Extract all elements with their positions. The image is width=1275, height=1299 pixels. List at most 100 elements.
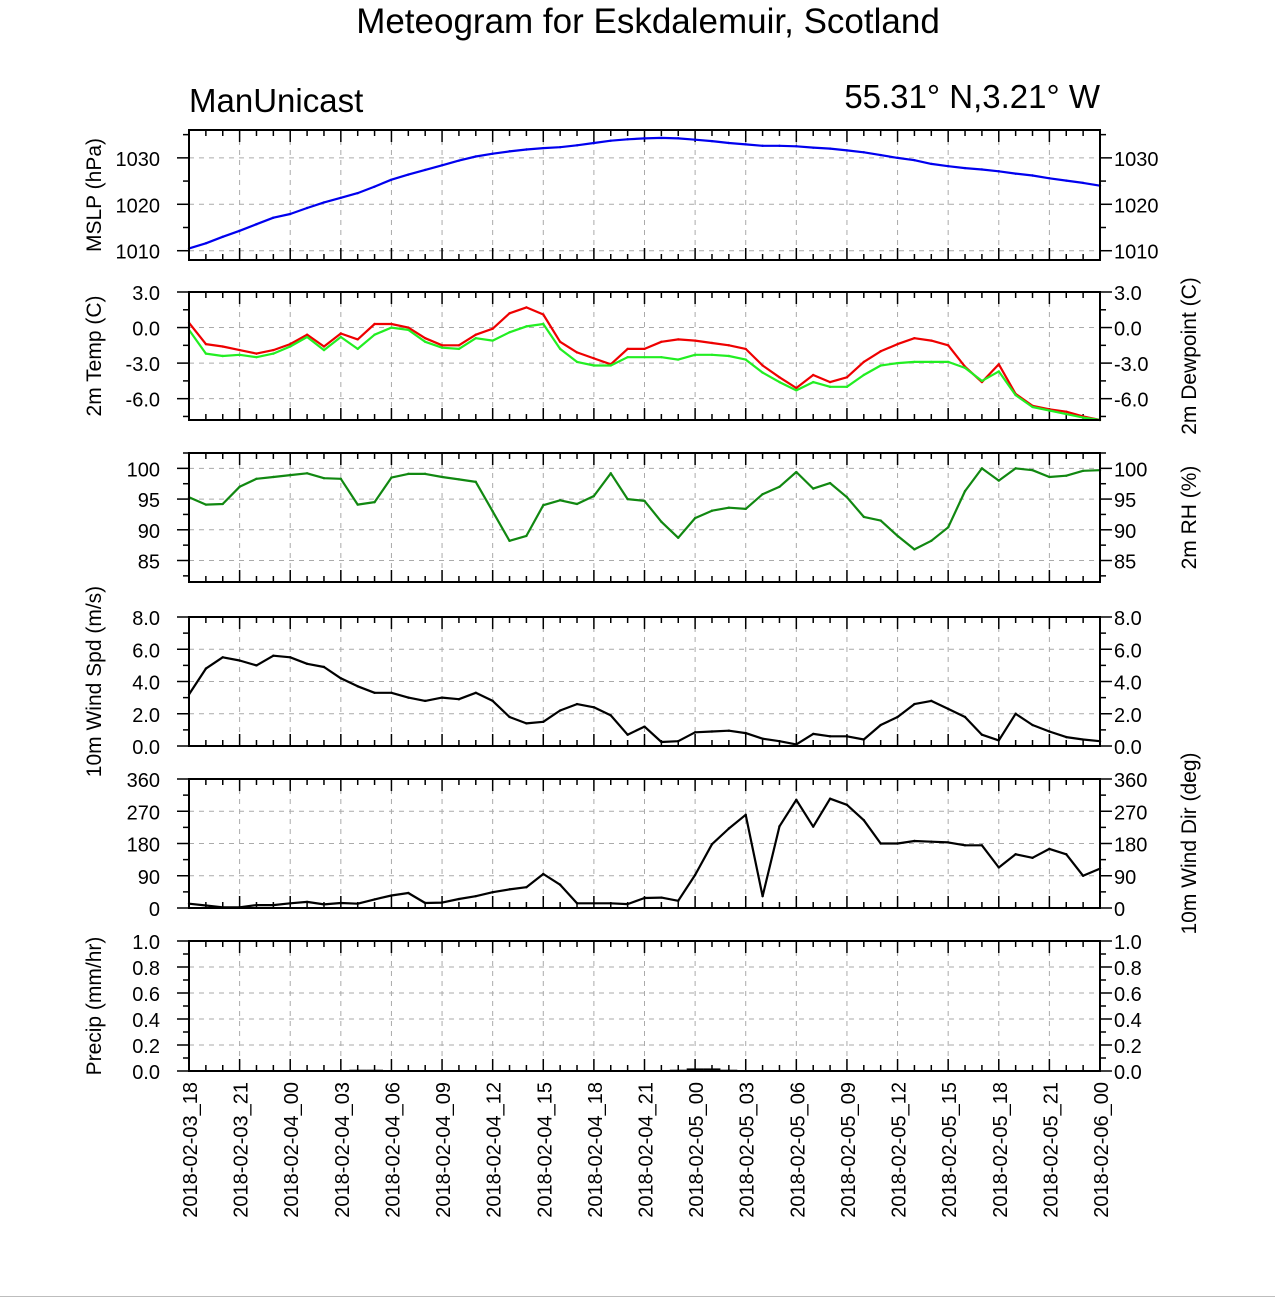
temp-data-point (558, 340, 562, 343)
wind-data-point (727, 729, 731, 732)
wind-data-point (677, 899, 680, 903)
wind-data-point (525, 886, 528, 889)
wind-data-point (913, 839, 916, 843)
wind-data-point (575, 702, 579, 706)
temp-data-point (1065, 410, 1068, 413)
dewpoint-data-point (542, 322, 545, 326)
temp-data-point (390, 322, 393, 326)
x-tick-label: 2018-02-04_18 (585, 1082, 607, 1218)
wind-data-point (609, 714, 612, 717)
wind-data-point (693, 731, 697, 734)
y-tick-label-left: 100 (127, 459, 160, 481)
wind-data-point (609, 902, 612, 905)
temp-data-point (542, 313, 545, 316)
mslp-data-point (390, 178, 393, 181)
y-tick-label-left: 1030 (116, 149, 161, 171)
x-tick-label: 2018-02-05_09 (838, 1082, 860, 1218)
dewpoint-data-point (812, 380, 815, 384)
y-tick-label-right: 85 (1114, 552, 1136, 574)
wind-data-point (508, 715, 511, 719)
temp-data-point (778, 376, 781, 379)
mslp-data-point (575, 144, 579, 147)
wind-data-point (980, 733, 984, 736)
temp-data-point (727, 344, 731, 347)
temp-data-point (525, 306, 528, 309)
rh-data-point (761, 492, 764, 496)
mslp-data-point (997, 170, 1000, 173)
dewpoint-data-point (693, 353, 697, 357)
wind-data-point (727, 827, 731, 830)
dewpoint-data-point (946, 360, 950, 364)
wind-data-point (828, 735, 832, 738)
wind-data-point (812, 732, 815, 736)
temp-data-point (930, 339, 933, 342)
dewpoint-data-point (930, 360, 933, 364)
panel-wind-speed: 0.0 0.0 2.0 2.0 4.0 4.0 6.0 6.0 8.0 8.0 10m Wind S… (83, 586, 1142, 777)
wind-data-point (474, 691, 477, 694)
temp-data-point (744, 347, 747, 351)
dewpoint-data-point (896, 361, 899, 365)
wind-data-point (643, 725, 646, 728)
rh-data-point (390, 476, 393, 479)
y-tick-label-right: -6.0 (1114, 390, 1148, 412)
wind-data-point (339, 677, 343, 680)
mslp-data-point (913, 158, 916, 162)
dewpoint-data-point (1014, 393, 1017, 397)
dewpoint-data-point (879, 364, 882, 367)
panel-frame (188, 940, 1101, 1072)
rh-data-point (913, 548, 916, 551)
wind-data-point (289, 656, 292, 659)
wind-data-point (322, 903, 326, 906)
temp-data-point (862, 360, 866, 364)
temp-data-point (508, 312, 511, 315)
mslp-data-point (339, 196, 343, 199)
y-tick-label-right: 1020 (1114, 195, 1159, 217)
mslp-data-point (693, 138, 697, 141)
y-tick-label-left: -3.0 (126, 354, 160, 376)
wind-data-point (845, 735, 849, 738)
rh-data-point (1048, 475, 1051, 479)
dewpoint-data-point (255, 355, 258, 359)
rh-data-point (575, 502, 579, 506)
rh-data-point (862, 515, 866, 519)
temp-data-point (626, 347, 629, 351)
mslp-data-point (474, 155, 477, 158)
wind-data-point (390, 691, 393, 694)
rh-data-point (997, 479, 1000, 482)
dewpoint-data-point (508, 331, 511, 334)
mslp-data-point (609, 139, 612, 142)
rh-data-point (373, 500, 376, 504)
panel-frame (188, 616, 1101, 747)
dewpoint-data-point (491, 339, 494, 342)
temp-data-point (289, 342, 292, 346)
wind-data-point (255, 903, 258, 907)
wind-data-point (305, 900, 309, 904)
y-tick-label-left: 0.4 (132, 1010, 160, 1032)
rh-data-point (542, 504, 545, 507)
wind-data-point (761, 894, 764, 898)
x-tick-label: 2018-02-04_15 (534, 1082, 556, 1218)
x-tick-label: 2018-02-05_21 (1040, 1082, 1062, 1218)
dewpoint-data-point (862, 373, 866, 377)
mslp-data-point (1031, 174, 1034, 177)
mslp-data-point (862, 151, 866, 154)
wind-data-point (930, 699, 933, 703)
rh-data-point (828, 481, 832, 485)
x-axis-labels: 2018-02-03_18 2018-02-03_21 2018-02-04_00 2… (180, 1082, 1113, 1218)
x-tick-label: 2018-02-03_18 (180, 1082, 202, 1218)
wind-data-point (946, 841, 950, 844)
wind-data-point (474, 894, 477, 898)
y-tick-label-left: -6.0 (126, 390, 160, 412)
wind-data-point (946, 707, 950, 711)
rh-data-point (508, 539, 511, 543)
dewpoint-data-point (643, 355, 646, 359)
rh-data-point (558, 499, 562, 502)
dewpoint-data-point (761, 371, 764, 374)
rh-data-point (727, 506, 731, 509)
rh-data-point (879, 519, 882, 522)
rh-data-point (204, 503, 208, 506)
mslp-data-point (423, 168, 427, 172)
y-tick-label-right: 0.0 (1114, 319, 1142, 341)
mslp-data-point (440, 164, 444, 167)
wind-data-point (423, 699, 427, 703)
